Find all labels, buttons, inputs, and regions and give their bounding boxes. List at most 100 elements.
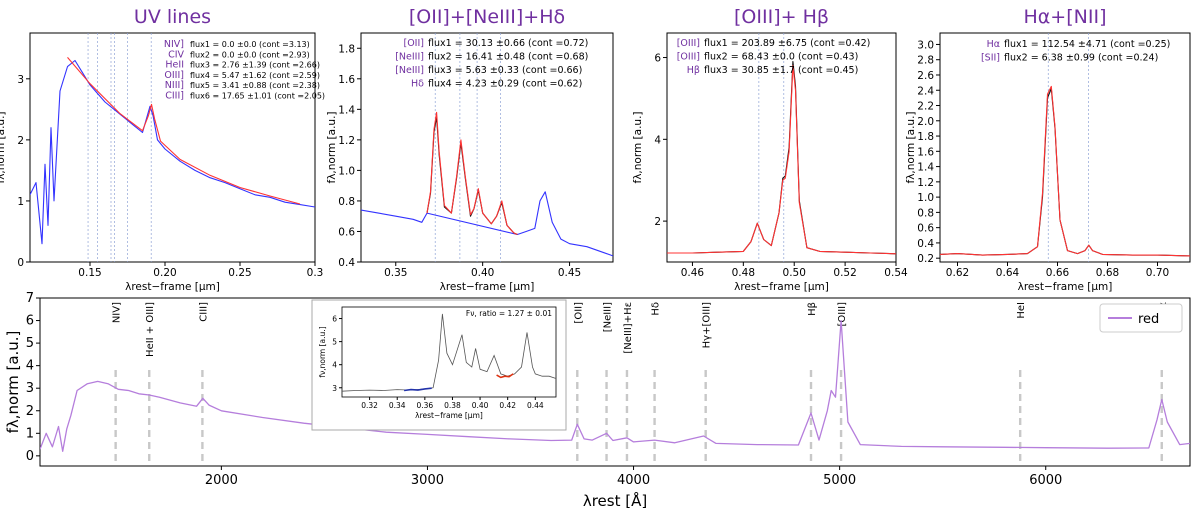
- line-label: HeI: [1016, 302, 1027, 319]
- y-tick-label: 2.4: [917, 85, 934, 97]
- y-tick-label: 0.6: [917, 223, 934, 235]
- y-tick-label: 2: [26, 404, 34, 419]
- series-model: [67, 57, 301, 205]
- x-tick-label: 0.64: [996, 267, 1020, 279]
- series-spectrum: [361, 191, 613, 257]
- line-label: [NeIII]: [603, 302, 614, 332]
- y-tick-label: 1.6: [917, 146, 934, 158]
- x-tick-label: 0.15: [78, 267, 101, 279]
- x-tick-label: 0.52: [833, 267, 856, 279]
- flux-annotations: Hα flux1 = 112.54 ±4.71 (cont =0.25) [SII]…: [981, 39, 1170, 64]
- panel-ha-nii: Hα+[NII] 0.62 0.64 0.66 0.68 0.70 0.2 0.4 0.6 0.8…: [905, 6, 1191, 293]
- inset-x-tick-label: 0.32: [361, 401, 378, 410]
- y-axis-label: fλ,norm [a.u.]: [326, 112, 338, 184]
- x-axis-label: λrest−frame [μm]: [734, 281, 829, 293]
- series-model: [426, 111, 518, 236]
- line-name: NIV]: [164, 39, 184, 50]
- line-flux: flux2 = 68.43 ±0.0 (cont =0.43): [704, 52, 858, 63]
- series-data: [667, 61, 896, 255]
- y-tick-label: 0.8: [338, 196, 355, 208]
- line-flux: flux3 = 30.85 ±1.7 (cont =0.45): [704, 65, 858, 76]
- inset-title: Fν, ratio = 1.27 ± 0.01: [466, 309, 552, 318]
- y-axis-label: fλ,norm [a.u.]: [0, 112, 7, 184]
- line-name: [NeIII]: [395, 65, 424, 76]
- line-flux: flux3 = 2.76 ±1.39 (cont =2.66): [190, 61, 320, 70]
- x-tick-label: 5000: [823, 473, 856, 488]
- y-tick-label: 3: [26, 381, 34, 396]
- y-tick-label: 0.4: [917, 238, 934, 250]
- panel-title: Hα+[NII]: [1024, 6, 1107, 28]
- x-tick-label: 4000: [617, 473, 650, 488]
- line-name: Hα: [987, 39, 1000, 50]
- line-label: HeII + OIII]: [145, 302, 156, 357]
- line-flux: flux4 = 5.47 ±1.62 (cont =2.59): [190, 71, 320, 80]
- y-tick-label: 4: [26, 359, 34, 374]
- line-flux: flux1 = 30.13 ±0.66 (cont =0.72): [428, 38, 588, 49]
- line-name: Hδ: [411, 79, 424, 90]
- flux-annotations: [OIII] flux1 = 203.89 ±6.75 (cont =0.42) […: [677, 38, 871, 76]
- line-flux: flux6 = 17.65 ±1.01 (cont =2.05): [190, 92, 325, 101]
- plot-frame: [939, 32, 1191, 263]
- y-tick-label: 1.2: [338, 135, 355, 147]
- plot-frame: [666, 32, 897, 263]
- y-tick-label: 3.0: [917, 39, 934, 51]
- line-name: [NeIII]: [395, 52, 424, 63]
- y-tick-label: 1.2: [917, 177, 934, 189]
- y-axis-label: fλ,norm [a.u.]: [4, 331, 22, 434]
- y-tick-label: 2: [17, 135, 24, 147]
- legend-box: [1099, 303, 1183, 333]
- y-tick-label: 3: [17, 74, 24, 86]
- line-flux: flux1 = 112.54 ±4.71 (cont =0.25): [1004, 39, 1170, 50]
- line-flux: flux1 = 203.89 ±6.75 (cont =0.42): [704, 38, 870, 49]
- y-tick-label: 0: [17, 257, 24, 269]
- legend-label: red: [1138, 312, 1159, 327]
- x-tick-label: 0.68: [1096, 267, 1119, 279]
- x-tick-label: 0.50: [783, 267, 806, 279]
- y-tick-label: 0.2: [917, 253, 934, 265]
- line-label: [NeIII]+Hε: [623, 302, 634, 354]
- y-tick-label: 1.4: [338, 104, 355, 116]
- flux-annotations: [OII] flux1 = 30.13 ±0.66 (cont =0.72) [Ne…: [395, 38, 588, 90]
- line-name: [SII]: [981, 53, 1000, 64]
- line-flux: flux4 = 4.23 ±0.29 (cont =0.62): [428, 79, 582, 90]
- series-spectrum: [30, 59, 315, 245]
- y-tick-label: 1: [26, 426, 34, 441]
- line-name: CIII]: [165, 91, 184, 102]
- inset-y-tick-label: 4: [332, 361, 337, 370]
- inset-x-tick-label: 0.44: [527, 401, 544, 410]
- flux-annotations: NIV] flux1 = 0.0 ±0.0 (cont =3.13) CIV flux…: [164, 39, 325, 102]
- y-tick-label: 0.6: [338, 226, 355, 238]
- line-label: CIII]: [198, 302, 209, 322]
- line-name: [OIII]: [677, 38, 700, 49]
- y-tick-label: 0: [26, 449, 34, 464]
- inset-x-tick-label: 0.42: [499, 401, 516, 410]
- x-tick-label: 0.3: [307, 267, 324, 279]
- inset-y-label: fν,norm [a.u.]: [318, 326, 327, 377]
- line-label: NIV]: [112, 302, 123, 323]
- line-flux: flux2 = 0.0 ±0.0 (cont =2.93): [190, 50, 310, 59]
- y-tick-label: 6: [26, 314, 34, 329]
- plot-frame: [360, 32, 614, 263]
- x-axis-label: λrest−frame [μm]: [440, 281, 535, 293]
- panel-title: [OII]+[NeIII]+Hδ: [409, 6, 565, 28]
- inset-plot: 0.32 0.34 0.36 0.38 0.40 0.42 0.44 3 4 5 6 λrest−fr…: [311, 299, 567, 431]
- legend: red: [1099, 303, 1183, 333]
- panel-title: [OIII]+ Hβ: [734, 6, 829, 28]
- y-tick-label: 5: [26, 336, 34, 351]
- x-tick-label: 0.70: [1146, 267, 1169, 279]
- inset-series-red-band: [496, 373, 514, 379]
- line-flux: flux2 = 6.38 ±0.99 (cont =0.24): [1004, 53, 1158, 64]
- line-name: [OII]: [404, 38, 425, 49]
- x-axis-label: λrest−frame [μm]: [1018, 281, 1113, 293]
- line-flux: flux2 = 16.41 ±0.48 (cont =0.68): [428, 52, 588, 63]
- panel-oiii-hb: [OIII]+ Hβ 0.46 0.48 0.50 0.52 0.54 2 4 6 λrest−f…: [632, 6, 908, 293]
- panel-title: UV lines: [134, 6, 211, 28]
- x-tick-label: 0.20: [153, 267, 176, 279]
- x-tick-label: 0.62: [946, 267, 969, 279]
- series-data: [940, 88, 1190, 257]
- series-red: [40, 319, 1190, 452]
- line-label: Hγ+[OIII]: [702, 302, 713, 348]
- panel-uv-lines: UV lines 0.15 0.20 0.25 0.3 0 1 2 3 λrest−frame […: [0, 6, 323, 293]
- y-tick-label: 7: [26, 291, 34, 306]
